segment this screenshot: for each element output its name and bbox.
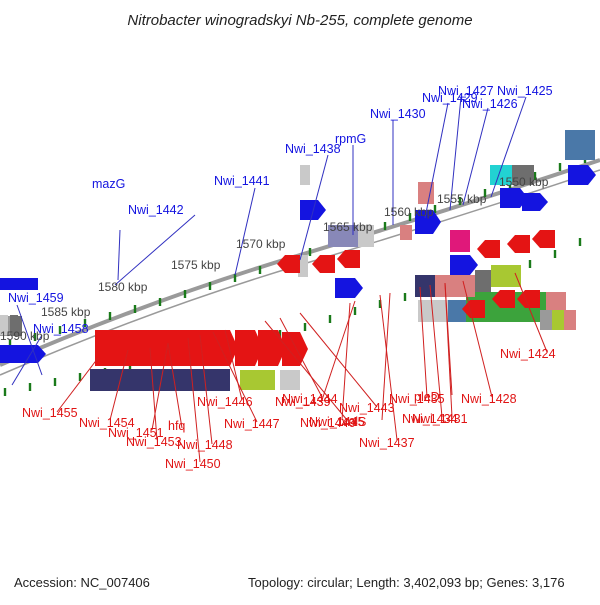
gene-label-red: Nwi_1455: [22, 406, 78, 420]
gene-label-blue: rpmG: [335, 132, 366, 146]
gene-label-blue: mazG: [92, 177, 125, 191]
scale-label: 1555 kbp: [437, 192, 487, 206]
gene-label-blue: Nwi_1442: [128, 203, 184, 217]
gene-label-blue: Nwi_1458: [33, 322, 89, 336]
page-title: Nitrobacter winogradskyi Nb-255, complet…: [0, 12, 600, 29]
gene-label-red: Nwi_1428: [461, 392, 517, 406]
gene-label-blue: Nwi_1430: [370, 107, 426, 121]
gene-label-red: Nwi_1443: [339, 401, 395, 415]
gene-label-red: pleD: [414, 390, 440, 404]
gene-label-red: Nwi_1431: [412, 412, 468, 426]
gene-label-blue: Nwi_1459: [8, 291, 64, 305]
accession-info: Accession: NC_007406: [14, 575, 150, 590]
gene-label-red: Nwi_1447: [224, 417, 280, 431]
gene-label-red: valS: [342, 415, 366, 429]
gene-label-blue: Nwi_1425: [497, 84, 553, 98]
scale-label: 1585 kbp: [41, 305, 91, 319]
gene-label-red: Nwi_1448: [177, 438, 233, 452]
gene-label-blue: Nwi_1427: [438, 84, 494, 98]
gene-label-red: Nwi_1424: [500, 347, 556, 361]
gene-label-red: Nwi_1450: [165, 457, 221, 471]
gene-label-red: Nwi_1451: [108, 426, 164, 440]
gene-label-red: hfq: [168, 419, 185, 433]
gene-label-blue: Nwi_1426: [462, 97, 518, 111]
gene-label-red: Nwi_1446: [197, 395, 253, 409]
scale-label: 1560 kbp: [384, 205, 434, 219]
scale-label: 1570 kbp: [236, 237, 286, 251]
gene-label-blue: Nwi_1438: [285, 142, 341, 156]
gene-label-blue: Nwi_1441: [214, 174, 270, 188]
scale-label: 1580 kbp: [98, 280, 148, 294]
gene-label-red: Nwi_1439: [275, 395, 331, 409]
scale-label: 1550 kbp: [499, 175, 549, 189]
scale-label: 1575 kbp: [171, 258, 221, 272]
scale-label: 1565 kbp: [323, 220, 373, 234]
gene-label-red: Nwi_1437: [359, 436, 415, 450]
topology-info: Topology: circular; Length: 3,402,093 bp…: [248, 575, 565, 590]
